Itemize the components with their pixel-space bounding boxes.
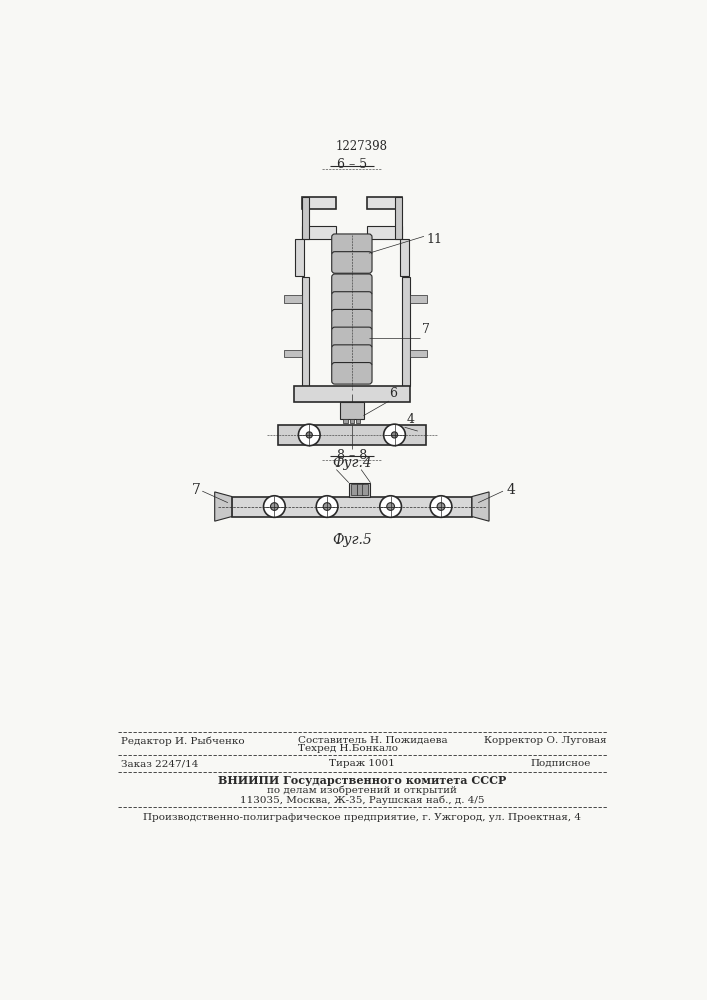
Text: 8 – 8: 8 – 8 [337,449,367,462]
Bar [293,386,410,402]
Bar [301,197,309,239]
Bar [410,350,427,357]
Bar [301,197,337,209]
Circle shape [380,496,402,517]
Polygon shape [472,492,489,521]
Bar [349,419,354,423]
Text: Редактор И. Рыбченко: Редактор И. Рыбченко [121,736,245,746]
Bar [295,239,304,276]
Text: Производственно-полиграфическое предприятие, г. Ужгород, ул. Проектная, 4: Производственно-полиграфическое предприя… [143,813,581,822]
Bar [344,419,348,423]
Circle shape [323,503,331,510]
Bar [349,483,370,497]
Text: 4: 4 [406,413,414,426]
Bar [400,239,409,276]
FancyBboxPatch shape [332,274,372,296]
Text: ВНИИПИ Государственного комитета СССР: ВНИИПИ Государственного комитета СССР [218,775,506,786]
FancyBboxPatch shape [332,327,372,349]
FancyBboxPatch shape [332,234,372,256]
Bar [402,277,410,386]
Bar [410,295,427,303]
Bar [356,419,361,423]
Bar [279,425,426,445]
Text: Подписное: Подписное [530,759,590,768]
Polygon shape [215,492,232,521]
Text: 7: 7 [192,483,201,497]
Bar [301,226,337,239]
Bar [284,350,301,357]
Text: 113035, Москва, Ж-35, Раушская наб., д. 4/5: 113035, Москва, Ж-35, Раушская наб., д. … [240,795,484,805]
Text: Фуг.4: Фуг.4 [332,456,372,470]
Circle shape [316,496,338,517]
Text: 1227398: 1227398 [336,140,388,153]
Bar [284,295,301,303]
Circle shape [298,424,320,446]
Circle shape [392,432,397,438]
Text: Заказ 2247/14: Заказ 2247/14 [121,759,198,768]
Circle shape [264,496,285,517]
Bar [351,484,357,495]
Circle shape [387,503,395,510]
Text: Техред Н.Бонкало: Техред Н.Бонкало [298,744,397,753]
Bar [368,226,402,239]
Circle shape [430,496,452,517]
Bar [232,497,472,517]
Text: Составитель Н. Пожидаева: Составитель Н. Пожидаева [298,736,448,745]
Text: по делам изобретений и открытий: по делам изобретений и открытий [267,785,457,795]
Bar [362,484,368,495]
FancyBboxPatch shape [332,309,372,331]
Text: 7: 7 [422,323,431,336]
Circle shape [384,424,405,446]
Bar [356,484,363,495]
FancyBboxPatch shape [332,363,372,384]
Text: 11: 11 [426,233,443,246]
Text: 6 – 5: 6 – 5 [337,158,367,172]
FancyBboxPatch shape [332,252,372,273]
Text: Фуг.5: Фуг.5 [332,533,372,547]
FancyBboxPatch shape [332,345,372,366]
Text: Тираж 1001: Тираж 1001 [329,759,395,768]
Text: Корректор О. Луговая: Корректор О. Луговая [484,736,606,745]
Bar [395,197,402,239]
Text: 4: 4 [507,483,515,497]
Bar [368,197,402,209]
Circle shape [271,503,279,510]
Circle shape [306,432,312,438]
Bar [340,402,363,419]
Text: 6: 6 [389,387,397,400]
FancyBboxPatch shape [332,292,372,313]
Circle shape [437,503,445,510]
Bar [301,277,309,386]
